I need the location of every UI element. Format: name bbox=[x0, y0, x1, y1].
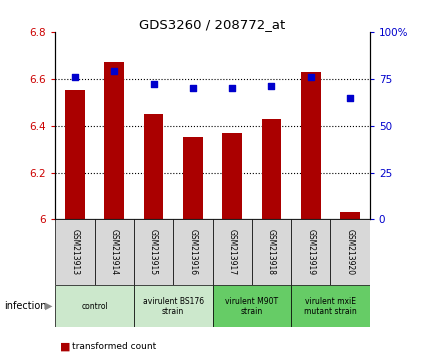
Text: virulent mxiE
mutant strain: virulent mxiE mutant strain bbox=[304, 297, 357, 316]
Bar bbox=[183, 137, 203, 219]
Bar bbox=[331, 219, 370, 285]
Text: control: control bbox=[81, 302, 108, 311]
Text: GSM213917: GSM213917 bbox=[228, 229, 237, 275]
Bar bbox=[222, 133, 242, 219]
Point bbox=[347, 95, 354, 101]
Bar bbox=[262, 119, 281, 219]
Text: virulent M90T
strain: virulent M90T strain bbox=[225, 297, 278, 316]
Bar bbox=[134, 219, 173, 285]
Text: avirulent BS176
strain: avirulent BS176 strain bbox=[143, 297, 204, 316]
Point bbox=[111, 68, 118, 74]
Text: ■: ■ bbox=[60, 342, 70, 352]
Bar bbox=[55, 219, 94, 285]
Bar bbox=[94, 219, 134, 285]
Text: GSM213915: GSM213915 bbox=[149, 229, 158, 275]
Bar bbox=[301, 72, 320, 219]
Bar bbox=[212, 285, 291, 327]
Bar bbox=[252, 219, 291, 285]
Point bbox=[190, 85, 196, 91]
Point bbox=[229, 85, 235, 91]
Text: GSM213913: GSM213913 bbox=[71, 229, 79, 275]
Bar bbox=[105, 62, 124, 219]
Text: GSM213916: GSM213916 bbox=[188, 229, 197, 275]
Text: transformed count: transformed count bbox=[72, 342, 156, 352]
Text: GSM213919: GSM213919 bbox=[306, 229, 315, 275]
Bar bbox=[134, 285, 212, 327]
Bar bbox=[340, 212, 360, 219]
Point bbox=[71, 74, 78, 80]
Text: GSM213918: GSM213918 bbox=[267, 229, 276, 275]
Text: GSM213914: GSM213914 bbox=[110, 229, 119, 275]
Title: GDS3260 / 208772_at: GDS3260 / 208772_at bbox=[139, 18, 286, 31]
Point bbox=[268, 84, 275, 89]
Text: GSM213920: GSM213920 bbox=[346, 229, 354, 275]
Bar bbox=[173, 219, 212, 285]
Point bbox=[307, 74, 314, 80]
Bar bbox=[212, 219, 252, 285]
Text: ▶: ▶ bbox=[45, 301, 53, 311]
Bar bbox=[291, 285, 370, 327]
Bar bbox=[144, 114, 163, 219]
Text: infection: infection bbox=[4, 301, 47, 311]
Point bbox=[150, 81, 157, 87]
Bar bbox=[291, 219, 331, 285]
Bar bbox=[55, 285, 134, 327]
Bar bbox=[65, 91, 85, 219]
